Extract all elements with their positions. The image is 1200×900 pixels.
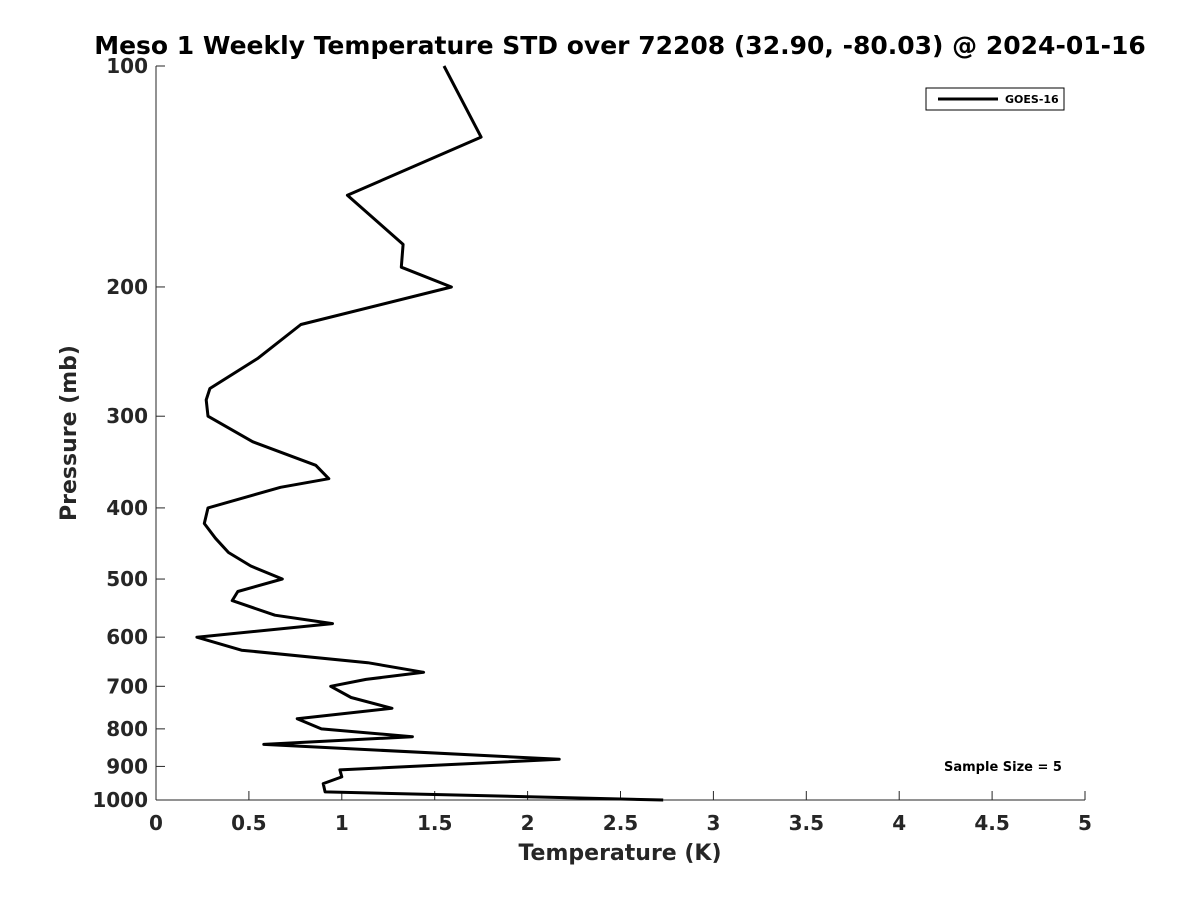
y-tick-label: 500 [106,567,148,591]
sample-size-annotation: Sample Size = 5 [944,760,1062,775]
plot-area [155,66,1085,801]
y-tick-label: 900 [106,754,148,778]
x-tick-label: 1 [335,811,349,835]
legend-label-goes-16: GOES-16 [1005,93,1059,106]
x-tick-label: 0 [149,811,163,835]
y-tick-label: 200 [106,275,148,299]
y-axis-label: Pressure (mb) [57,345,82,521]
x-tick-label: 3.5 [789,811,824,835]
x-axis-label: Temperature (K) [518,841,721,866]
x-tick-label: 2 [521,811,535,835]
x-tick-label: 2.5 [603,811,638,835]
y-axis-ticks: 100 200 300 400 500 600 700 800 900 1000 [92,54,165,812]
x-tick-label: 1.5 [417,811,452,835]
x-tick-label: 3 [706,811,720,835]
y-tick-label: 300 [106,404,148,428]
series-layer [195,65,664,802]
y-tick-label: 800 [106,717,148,741]
x-tick-label: 5 [1078,811,1092,835]
x-tick-label: 4 [892,811,906,835]
y-tick-label: 400 [106,496,148,520]
x-axis-ticks: 0 0.5 1 1.5 2 2.5 3 3.5 4 4.5 5 [149,791,1092,835]
legend: GOES-16 [925,87,1065,111]
y-tick-label: 1000 [92,788,148,812]
x-tick-label: 0.5 [231,811,266,835]
series-line-goes-16 [195,65,664,802]
y-tick-label: 100 [106,54,148,78]
x-tick-label: 4.5 [974,811,1009,835]
y-tick-label: 600 [106,625,148,649]
y-tick-label: 700 [106,674,148,698]
chart-title: Meso 1 Weekly Temperature STD over 72208… [94,31,1146,60]
